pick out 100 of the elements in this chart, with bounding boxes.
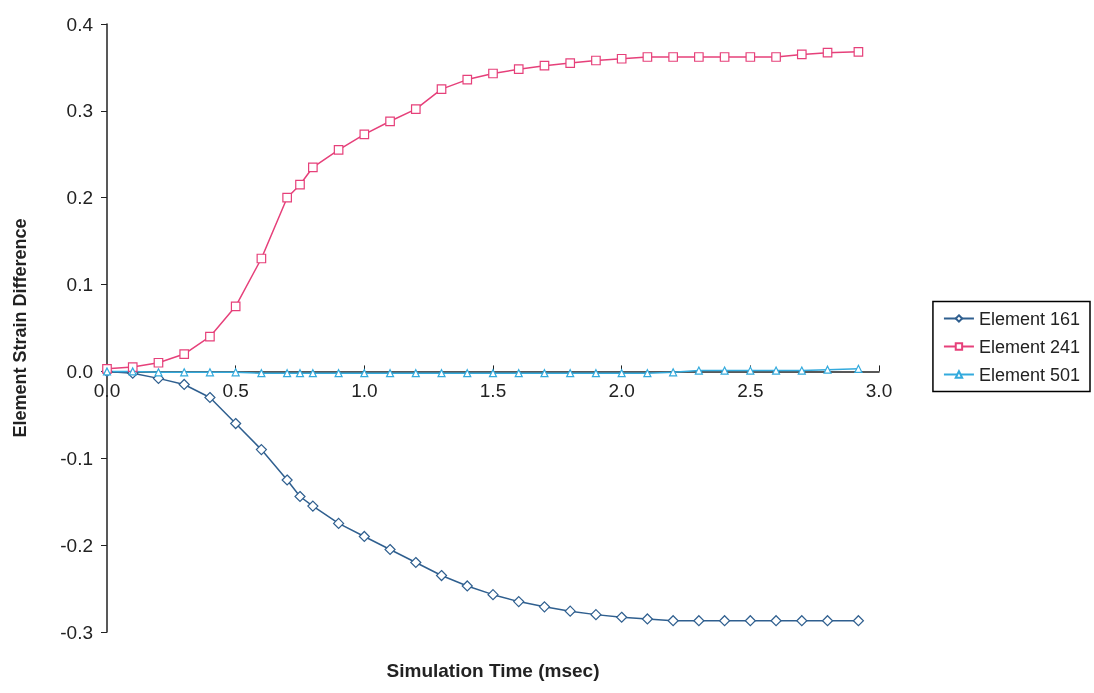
point: [514, 369, 523, 378]
point: [643, 369, 652, 378]
point: [410, 556, 422, 569]
point: [488, 369, 498, 378]
point: [590, 609, 602, 621]
point: [566, 369, 575, 378]
y-tick-label: -0.2: [60, 534, 93, 556]
point: [591, 55, 601, 66]
point: [437, 369, 446, 378]
point: [283, 369, 292, 378]
point: [463, 369, 472, 378]
point: [231, 368, 240, 377]
point: [797, 366, 806, 375]
point: [745, 52, 756, 62]
point: [771, 366, 781, 375]
point: [591, 369, 601, 378]
point: [487, 589, 499, 601]
point: [178, 378, 190, 391]
x-tick-label: 2.5: [737, 380, 764, 402]
point: [333, 145, 344, 155]
point: [821, 615, 834, 627]
point: [255, 444, 267, 456]
point: [462, 74, 473, 85]
point: [746, 366, 755, 375]
x-tick-label: 0.5: [222, 380, 249, 402]
point: [384, 543, 396, 556]
point: [204, 391, 216, 404]
point: [360, 369, 369, 378]
point: [281, 474, 293, 486]
point: [230, 301, 241, 312]
point: [616, 53, 627, 64]
y-tick-label: 0.4: [66, 13, 94, 35]
point: [333, 517, 345, 530]
y-tick-label: -0.1: [60, 447, 93, 469]
point: [435, 569, 448, 582]
point: [667, 615, 679, 627]
y-axis-title: Element Strain Difference: [10, 218, 30, 438]
point: [334, 369, 343, 378]
point: [461, 580, 473, 592]
point: [616, 611, 628, 623]
legend-label: Element 161: [978, 308, 1081, 329]
point: [154, 368, 163, 377]
point: [719, 615, 731, 627]
y-tick-label: 0.1: [66, 274, 93, 296]
point: [539, 60, 550, 71]
point: [179, 349, 190, 359]
point: [385, 369, 395, 378]
point: [796, 615, 808, 627]
point: [744, 615, 756, 627]
point: [513, 596, 525, 608]
x-tick-label: 1.0: [351, 380, 378, 402]
point: [694, 366, 703, 375]
point: [719, 52, 730, 62]
point: [359, 129, 370, 140]
point: [295, 369, 305, 378]
point: [256, 253, 267, 264]
point: [720, 366, 729, 375]
point: [153, 357, 164, 368]
x-tick-label: 1.5: [479, 380, 507, 402]
point: [823, 365, 832, 374]
legend-label: Element 501: [978, 364, 1081, 385]
point: [538, 601, 551, 613]
y-tick-label: 0.2: [66, 187, 93, 209]
x-axis-title: Simulation Time (msec): [386, 660, 600, 682]
point: [668, 52, 678, 62]
point: [180, 368, 189, 377]
point: [282, 192, 292, 203]
point: [436, 84, 447, 94]
point: [230, 417, 242, 430]
x-tick-label: 3.0: [865, 380, 893, 402]
point: [617, 369, 626, 378]
point: [694, 52, 704, 62]
x-tick-label: 2.0: [608, 380, 635, 402]
point: [294, 490, 306, 503]
y-tick-label: 0.3: [66, 100, 93, 122]
point: [295, 179, 305, 190]
y-tick-label: -0.3: [60, 621, 93, 643]
point: [385, 116, 395, 127]
point: [564, 605, 576, 617]
point: [771, 52, 781, 62]
point: [853, 46, 864, 57]
point: [308, 162, 318, 173]
point: [540, 369, 549, 378]
point: [513, 64, 524, 75]
point: [205, 331, 215, 342]
point: [205, 368, 215, 377]
point: [822, 47, 833, 58]
point: [307, 500, 319, 512]
point: [642, 52, 653, 62]
point: [770, 615, 782, 627]
point: [641, 613, 653, 625]
point: [854, 364, 863, 373]
point: [852, 615, 865, 627]
y-tick-label: 0.0: [66, 360, 93, 382]
legend-label: Element 241: [978, 336, 1081, 357]
point: [693, 615, 705, 627]
point: [669, 368, 678, 377]
point: [565, 58, 576, 68]
point: [410, 104, 421, 114]
point: [358, 530, 370, 543]
